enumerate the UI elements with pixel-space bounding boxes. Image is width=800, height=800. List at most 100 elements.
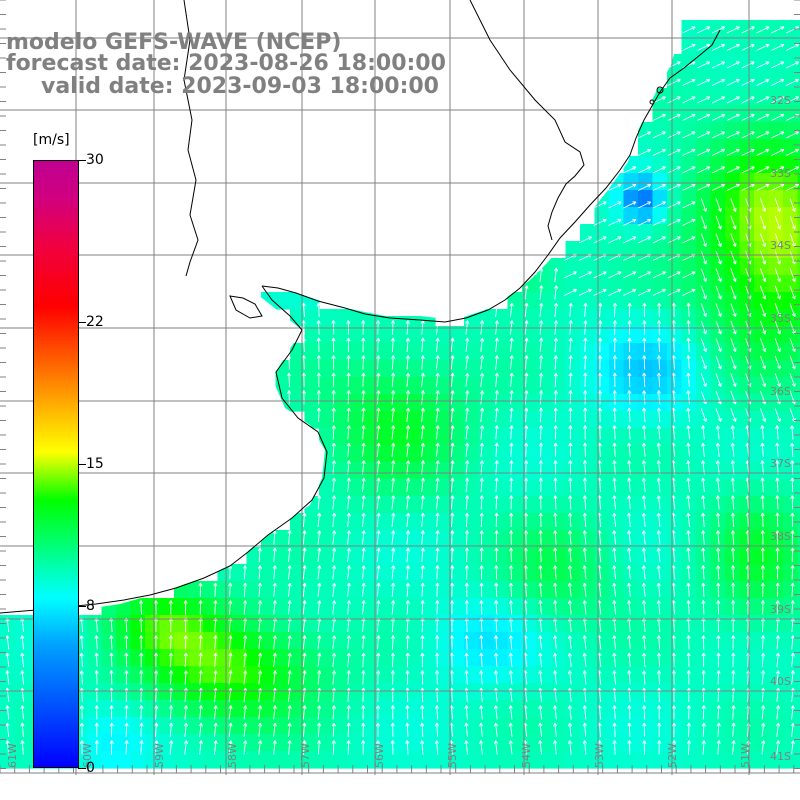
wind-speed-cell (261, 581, 277, 599)
wind-arrow (597, 390, 602, 405)
wind-speed-cell (609, 360, 625, 378)
wind-arrow (716, 547, 721, 563)
wind-arrow (774, 338, 781, 352)
wind-arrow (391, 442, 396, 458)
wind-arrow (509, 477, 514, 493)
wind-speed-cell (768, 292, 784, 310)
wind-speed-cell (420, 683, 436, 701)
wind-speed-cell (449, 666, 465, 684)
wind-arrow (667, 166, 681, 174)
wind-arrow (726, 113, 740, 121)
wind-speed-cell (797, 496, 800, 514)
wind-arrow (406, 512, 411, 528)
wind-arrow (774, 198, 781, 212)
wind-speed-cell (261, 734, 277, 752)
wind-speed-cell (768, 139, 784, 157)
wind-speed-cell (174, 598, 190, 616)
wind-speed-cell (362, 751, 378, 769)
wind-speed-cell (536, 496, 552, 514)
wind-speed-cell (681, 173, 697, 191)
wind-arrow (641, 495, 646, 510)
wind-arrow (711, 183, 726, 191)
wind-speed-cell (580, 309, 596, 327)
wind-speed-cell (377, 734, 393, 752)
wind-arrow (730, 530, 735, 545)
wind-speed-cell (246, 598, 262, 616)
wind-speed-cell (319, 496, 335, 514)
wind-arrow (775, 477, 780, 493)
wind-speed-cell (594, 683, 610, 701)
wind-arrow (435, 407, 440, 422)
wind-arrow (508, 600, 513, 615)
wind-arrow (731, 600, 736, 615)
wind-speed-cell (449, 513, 465, 531)
wind-arrow (464, 530, 470, 545)
wind-arrow (435, 477, 440, 493)
wind-arrow (420, 372, 425, 388)
wind-arrow (701, 442, 706, 457)
wind-speed-cell (754, 615, 770, 633)
wind-arrow (406, 460, 411, 475)
wind-arrow (715, 442, 720, 458)
wind-arrow (450, 442, 455, 458)
wind-arrow (686, 372, 691, 388)
wind-speed-cell (652, 275, 668, 293)
wind-arrow (656, 407, 661, 423)
wind-speed-cell (739, 224, 755, 242)
wind-arrow (771, 131, 785, 139)
wind-speed-cell (696, 122, 712, 140)
wind-speed-cell (319, 615, 335, 633)
wind-speed-cell (493, 479, 509, 497)
wind-speed-cell (797, 190, 800, 208)
wind-speed-cell (623, 190, 639, 208)
wind-arrow (346, 355, 351, 370)
wind-arrow (376, 460, 381, 475)
wind-arrow (686, 565, 691, 580)
wind-speed-cell (739, 122, 755, 140)
wind-speed-cell (87, 700, 103, 718)
wind-arrow (730, 495, 735, 510)
wind-arrow (568, 302, 573, 318)
wind-speed-cell (536, 309, 552, 327)
wind-arrow (317, 530, 322, 545)
wind-arrow (450, 530, 455, 545)
wind-speed-cell (667, 105, 683, 123)
wind-speed-cell (710, 394, 726, 412)
wind-speed-cell (203, 717, 219, 735)
wind-speed-cell (551, 530, 567, 548)
wind-arrow (567, 582, 572, 598)
wind-arrow (697, 131, 711, 139)
wind-speed-cell (638, 700, 654, 718)
wind-arrow (682, 201, 696, 209)
wind-speed-cell (464, 649, 480, 667)
wind-arrow (715, 373, 722, 387)
wind-arrow (652, 131, 666, 139)
wind-speed-cell (391, 377, 407, 395)
wind-speed-cell (551, 309, 567, 327)
wind-arrow (785, 96, 800, 104)
wind-speed-cell (420, 513, 436, 531)
wind-arrow (435, 582, 440, 598)
wind-speed-cell (551, 360, 567, 378)
wind-speed-cell (333, 564, 349, 582)
wind-speed-cell (449, 717, 465, 735)
wind-arrow (652, 271, 666, 279)
wind-arrow (479, 565, 484, 580)
wind-arrow (760, 425, 765, 440)
wind-arrow (700, 198, 707, 212)
wind-arrow (331, 355, 336, 370)
wind-speed-cell (710, 326, 726, 344)
wind-arrow (612, 337, 617, 353)
wind-speed-cell (623, 241, 639, 259)
wind-speed-cell (739, 139, 755, 157)
wind-speed-cell (319, 649, 335, 667)
wind-arrow (623, 201, 637, 209)
wind-speed-cell (348, 479, 364, 497)
wind-arrow (138, 600, 144, 615)
wind-speed-cell (348, 649, 364, 667)
wind-speed-cell (667, 139, 683, 157)
wind-arrow (775, 512, 780, 528)
wind-arrow (700, 268, 707, 282)
wind-speed-cell (391, 734, 407, 752)
